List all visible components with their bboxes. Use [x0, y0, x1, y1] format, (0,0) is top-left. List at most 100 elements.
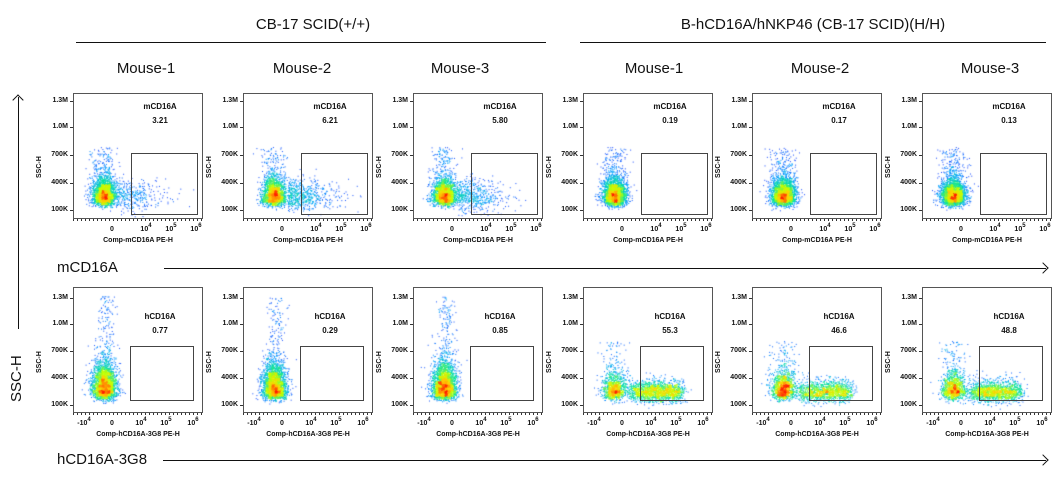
- y-tick-mark: [919, 378, 922, 379]
- flow-plot-panel: 100K 400K 700K 1.0M 1.3M SSC-H hCD16A 48.8 -104 0…: [885, 284, 1058, 444]
- y-tick-label: 1.0M: [392, 320, 408, 327]
- group-title-humanized: B-hCD16A/hNKP46 (CB-17 SCID)(H/H): [680, 16, 946, 33]
- panel-x-label: Comp-hCD16A-3G8 PE-H: [436, 431, 520, 438]
- x-tick-exponent: 4: [427, 417, 431, 423]
- x-tick-exponent: 6: [198, 223, 202, 229]
- x-tick-exponent: 6: [1047, 223, 1051, 229]
- gate-name-label: hCD16A: [144, 312, 176, 321]
- group-divider-humanized: [580, 42, 1046, 43]
- panel-y-label: SSC-H: [885, 351, 892, 373]
- x-axis-minor-ticks: [243, 413, 373, 415]
- gate-rectangle[interactable]: [300, 346, 364, 401]
- panel-y-label: SSC-H: [206, 351, 213, 373]
- y-tick-label: 700K: [391, 347, 408, 354]
- density-scatter: [244, 288, 372, 412]
- x-tick-base: 10: [869, 226, 878, 233]
- y-tick-label: 400K: [900, 179, 917, 186]
- y-tick-mark: [70, 351, 73, 352]
- x-tick-exponent: 6: [1044, 417, 1048, 423]
- x-tick-label: 104: [475, 417, 487, 428]
- x-tick-base: 10: [305, 420, 314, 427]
- y-tick-mark: [240, 101, 243, 102]
- y-tick-mark: [919, 155, 922, 156]
- x-tick-label: 106: [1036, 417, 1048, 428]
- gate-rectangle[interactable]: [640, 346, 704, 401]
- y-tick-mark: [749, 127, 752, 128]
- x-tick-label: 105: [335, 223, 346, 234]
- y-tick-label: 700K: [221, 151, 238, 158]
- x-axis-minor-ticks: [73, 413, 203, 415]
- x-tick-base: 10: [160, 420, 169, 427]
- y-tick-label: 100K: [391, 206, 408, 213]
- y-tick-mark: [919, 324, 922, 325]
- x-tick-base: -10: [926, 420, 937, 427]
- y-tick-mark: [580, 210, 583, 211]
- x-tick-label: 104: [135, 417, 146, 428]
- panel-y-label: SSC-H: [546, 351, 553, 373]
- x-tick-label: 106: [527, 417, 538, 428]
- x-tick-label: 106: [530, 223, 542, 234]
- x-tick-label: 0: [789, 226, 793, 234]
- x-tick-label: 105: [670, 417, 681, 428]
- x-tick-exponent: 6: [538, 223, 542, 229]
- flow-plot-panel: 100K 400K 700K 1.0M 1.3M SSC-H mCD16A 6.21 0 104 1…: [206, 90, 380, 250]
- gate-name-label: hCD16A: [314, 312, 346, 321]
- gate-percent-label: 0.85: [492, 326, 508, 335]
- y-tick-label: 400K: [730, 374, 747, 381]
- gate-rectangle[interactable]: [470, 346, 534, 401]
- gate-name-label: hCD16A: [484, 312, 516, 321]
- x-tick-label: 0: [110, 226, 114, 234]
- gate-rectangle[interactable]: [980, 153, 1047, 215]
- y-tick-mark: [410, 298, 413, 299]
- y-tick-label: 700K: [391, 151, 408, 158]
- panel-x-label: Comp-mCD16A PE-H: [273, 237, 343, 244]
- x-tick-exponent: 4: [483, 417, 487, 423]
- flow-plot-panel: 100K 400K 700K 1.0M 1.3M SSC-H hCD16A 0.77 -104 0…: [36, 284, 210, 444]
- x-tick-base: 10: [645, 420, 654, 427]
- y-tick-label: 400K: [221, 374, 238, 381]
- y-tick-mark: [919, 183, 922, 184]
- plot-frame: mCD16A 5.80: [413, 93, 543, 219]
- density-scatter: [584, 288, 712, 412]
- x-tick-exponent: 4: [766, 417, 770, 423]
- x-tick-base: 10: [839, 420, 848, 427]
- y-tick-mark: [70, 183, 73, 184]
- mouse-label: Mouse-1: [116, 60, 176, 77]
- gate-rectangle[interactable]: [131, 153, 198, 215]
- x-tick-base: 10: [530, 226, 539, 233]
- gate-rectangle[interactable]: [979, 346, 1043, 401]
- y-tick-label: 400K: [730, 179, 747, 186]
- y-tick-mark: [919, 101, 922, 102]
- x-tick-label: 106: [187, 417, 198, 428]
- y-tick-mark: [580, 183, 583, 184]
- flow-plot-panel: 100K 400K 700K 1.0M 1.3M SSC-H hCD16A 46.6 -104 0…: [715, 284, 889, 444]
- gate-rectangle[interactable]: [641, 153, 708, 215]
- gate-rectangle[interactable]: [130, 346, 194, 401]
- gate-rectangle[interactable]: [810, 153, 877, 215]
- x-tick-exponent: 5: [168, 417, 172, 423]
- x-tick-base: 0: [450, 420, 454, 427]
- x-tick-label: 104: [480, 223, 491, 234]
- gate-rectangle[interactable]: [301, 153, 368, 215]
- y-tick-mark: [70, 210, 73, 211]
- ssc-axis-arrow: [18, 97, 19, 329]
- gate-rectangle[interactable]: [471, 153, 538, 215]
- x-tick-exponent: 5: [852, 223, 856, 229]
- gate-rectangle[interactable]: [809, 346, 873, 401]
- y-tick-label: 700K: [51, 151, 68, 158]
- x-tick-base: 0: [280, 420, 284, 427]
- y-tick-mark: [70, 101, 73, 102]
- y-tick-mark: [749, 183, 752, 184]
- y-tick-label: 1.0M: [52, 123, 68, 130]
- x-tick-base: 10: [480, 226, 489, 233]
- y-tick-label: 100K: [561, 401, 578, 408]
- mouse-label: Mouse-3: [430, 60, 490, 77]
- y-tick-mark: [749, 298, 752, 299]
- flow-plot-panel: 100K 400K 700K 1.0M 1.3M SSC-H mCD16A 5.80 0 104 1…: [376, 90, 550, 250]
- x-tick-label: -104: [926, 417, 939, 428]
- y-tick-mark: [580, 155, 583, 156]
- x-tick-label: 0: [450, 420, 454, 428]
- plot-frame: mCD16A 0.13: [922, 93, 1052, 219]
- x-tick-label: 106: [357, 417, 368, 428]
- x-tick-base: 10: [500, 420, 509, 427]
